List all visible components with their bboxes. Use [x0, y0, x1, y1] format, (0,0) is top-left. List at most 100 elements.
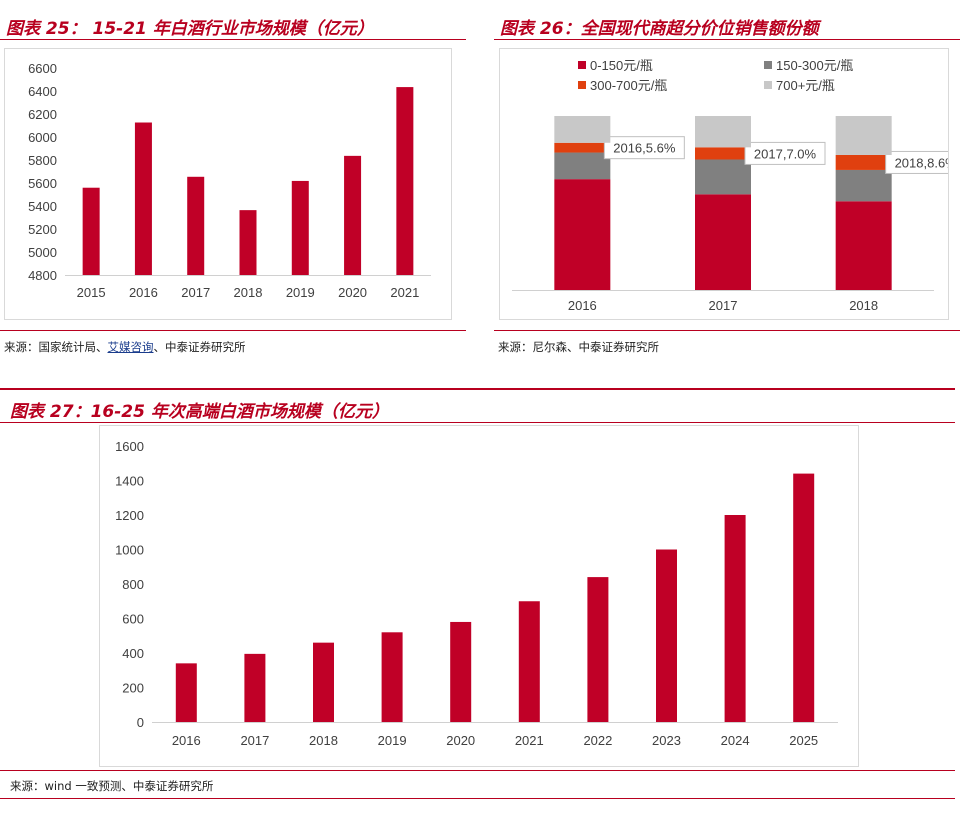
- fig25-xtick-2016: 2016: [129, 285, 158, 300]
- fig27-xtick-2022: 2022: [583, 733, 612, 748]
- fig27-bar-2018: [313, 642, 334, 722]
- fig27-end-rule: [0, 798, 955, 799]
- fig26-svg: 0-150元/瓶 150-300元/瓶 300-700元/瓶 700+元/瓶 2016,…: [512, 58, 967, 313]
- fig25-ytick-7: 6200: [28, 107, 57, 122]
- fig27-xtick-2024: 2024: [721, 733, 750, 748]
- fig25-source-link[interactable]: 艾媒咨询: [107, 340, 154, 354]
- fig25-source-prefix: 来源：国家统计局、: [4, 340, 108, 354]
- fig27-ytick-3: 600: [122, 612, 144, 627]
- fig27-xtick-2025: 2025: [789, 733, 818, 748]
- fig25-ytick-0: 4800: [28, 268, 57, 283]
- fig26-legend-swatch-2: [578, 81, 586, 89]
- fig26-title-rule: [494, 39, 960, 40]
- fig27-svg: 0 200 400 600 800 1000 1200 1400 1600 2016 2017 201…: [115, 439, 838, 748]
- fig27-ytick-6: 1200: [115, 508, 144, 523]
- fig26-legend-swatch-3: [764, 81, 772, 89]
- fig27-xtick-2018: 2018: [309, 733, 338, 748]
- fig25-bar-2016: [134, 122, 152, 275]
- fig25-ytick-1: 5000: [28, 245, 57, 260]
- fig26-legend-label-3: 700+元/瓶: [776, 78, 835, 93]
- fig27-xtick-2023: 2023: [652, 733, 681, 748]
- fig26-xtick-2017: 2017: [709, 298, 738, 313]
- fig26-bar-2016-seg-0: [554, 179, 611, 290]
- fig25-ytick-9: 6600: [28, 61, 57, 76]
- fig26-chart: 0-150元/瓶 150-300元/瓶 300-700元/瓶 700+元/瓶 2016,…: [499, 48, 967, 320]
- fig26-bar-2016-seg-1: [554, 152, 611, 180]
- fig27-ytick-0: 0: [137, 715, 144, 730]
- fig25-bar-2017: [187, 176, 205, 275]
- fig27-top-rule: [0, 388, 955, 390]
- fig27-ytick-8: 1600: [115, 439, 144, 454]
- fig26-bar-2017-seg-0: [695, 194, 751, 290]
- fig26-title: 图表 26：全国现代商超分价位销售额份额: [500, 19, 819, 39]
- fig26-bar-2016-seg-2: [554, 142, 611, 153]
- fig27-ytick-1: 200: [122, 681, 144, 696]
- fig27-bar-2024: [724, 515, 746, 722]
- fig26-bar-2018-seg-1: [835, 169, 892, 202]
- fig27-bar-2022: [587, 577, 609, 722]
- fig26-legend-label-2: 300-700元/瓶: [590, 78, 667, 93]
- fig26-bar-2018-seg-2: [835, 154, 892, 170]
- fig27-bar-2019: [381, 632, 403, 722]
- fig26-xtick-2016: 2016: [568, 298, 597, 313]
- fig27-ytick-4: 800: [122, 577, 144, 592]
- fig25-title: 图表 25： 15-21 年白酒行业市场规模（亿元）: [6, 19, 374, 39]
- fig27-ytick-7: 1400: [115, 474, 144, 489]
- fig26-legend-swatch-1: [764, 61, 772, 69]
- fig25-source: 来源：国家统计局、艾媒咨询、中泰证券研究所: [4, 339, 246, 355]
- fig25-xtick-2017: 2017: [181, 285, 210, 300]
- fig27-xtick-2019: 2019: [378, 733, 407, 748]
- fig26-xtick-2018: 2018: [849, 298, 878, 313]
- fig27-title: 图表 27：16-25 年次高端白酒市场规模（亿元）: [10, 402, 389, 422]
- fig25-bar-2018: [239, 210, 257, 275]
- fig25-bar-2020: [344, 155, 362, 275]
- fig25-bottom-rule: [0, 330, 466, 331]
- fig26-source: 来源：尼尔森、中泰证券研究所: [498, 340, 659, 354]
- fig26-bar-2018-seg-3: [835, 116, 892, 155]
- fig26-legend-swatch-0: [578, 61, 586, 69]
- fig27-xtick-2020: 2020: [446, 733, 475, 748]
- fig25-ytick-3: 5400: [28, 199, 57, 214]
- fig26-callout-2018: 2018,8.6%: [895, 155, 948, 170]
- fig25-ytick-4: 5600: [28, 176, 57, 191]
- fig27-ytick-5: 1000: [115, 543, 144, 558]
- fig27-xtick-2021: 2021: [515, 733, 544, 748]
- fig26-callout-box-2017: [744, 141, 826, 165]
- fig25-ytick-2: 5200: [28, 222, 57, 237]
- fig27-title-rule: [0, 422, 955, 423]
- fig25-xtick-2019: 2019: [286, 285, 315, 300]
- fig27-bar-2021: [518, 601, 540, 722]
- fig25-ytick-8: 6400: [28, 84, 57, 99]
- fig26-bar-2016-seg-3: [554, 116, 611, 143]
- fig25-ytick-5: 5800: [28, 153, 57, 168]
- fig26-bottom-rule: [494, 330, 960, 331]
- fig25-xtick-2020: 2020: [338, 285, 367, 300]
- fig25-xtick-2018: 2018: [234, 285, 263, 300]
- fig25-xtick-2015: 2015: [77, 285, 106, 300]
- fig25-chart: 4800 5000 5200 5400 5600 5800 6000 6200 6400 6600…: [4, 48, 452, 320]
- fig27-source: 来源：wind 一致预测、中泰证券研究所: [10, 779, 214, 793]
- fig27-xtick-2017: 2017: [240, 733, 269, 748]
- fig25-ytick-6: 6000: [28, 130, 57, 145]
- fig26-legend-label-1: 150-300元/瓶: [776, 58, 853, 73]
- fig26-callout-2016: 2016,5.6%: [613, 141, 676, 156]
- fig25-source-suffix: 、中泰证券研究所: [153, 340, 246, 354]
- fig25-bar-2019: [291, 180, 309, 275]
- fig27-bar-2023: [656, 549, 677, 722]
- fig27-bar-2020: [450, 621, 472, 722]
- fig27-bottom-rule: [0, 770, 955, 771]
- fig26-bar-2017-seg-2: [695, 147, 751, 160]
- fig26-legend-label-0: 0-150元/瓶: [590, 58, 653, 73]
- fig26-callout-box-2016: [603, 136, 685, 160]
- fig25-bar-2015: [82, 187, 100, 275]
- fig27-xtick-2016: 2016: [172, 733, 201, 748]
- fig27-bar-2016: [175, 663, 197, 722]
- fig25-title-rule: [0, 39, 466, 40]
- fig27-bar-2017: [244, 653, 266, 722]
- fig27-bar-2025: [793, 473, 815, 722]
- fig26-bar-2017-seg-3: [695, 116, 751, 148]
- fig26-callout-2017: 2017,7.0%: [754, 146, 817, 161]
- fig25-xtick-2021: 2021: [390, 285, 419, 300]
- fig27-ytick-2: 400: [122, 646, 144, 661]
- fig25-svg: 4800 5000 5200 5400 5600 5800 6000 6200 6400 6600…: [28, 61, 431, 300]
